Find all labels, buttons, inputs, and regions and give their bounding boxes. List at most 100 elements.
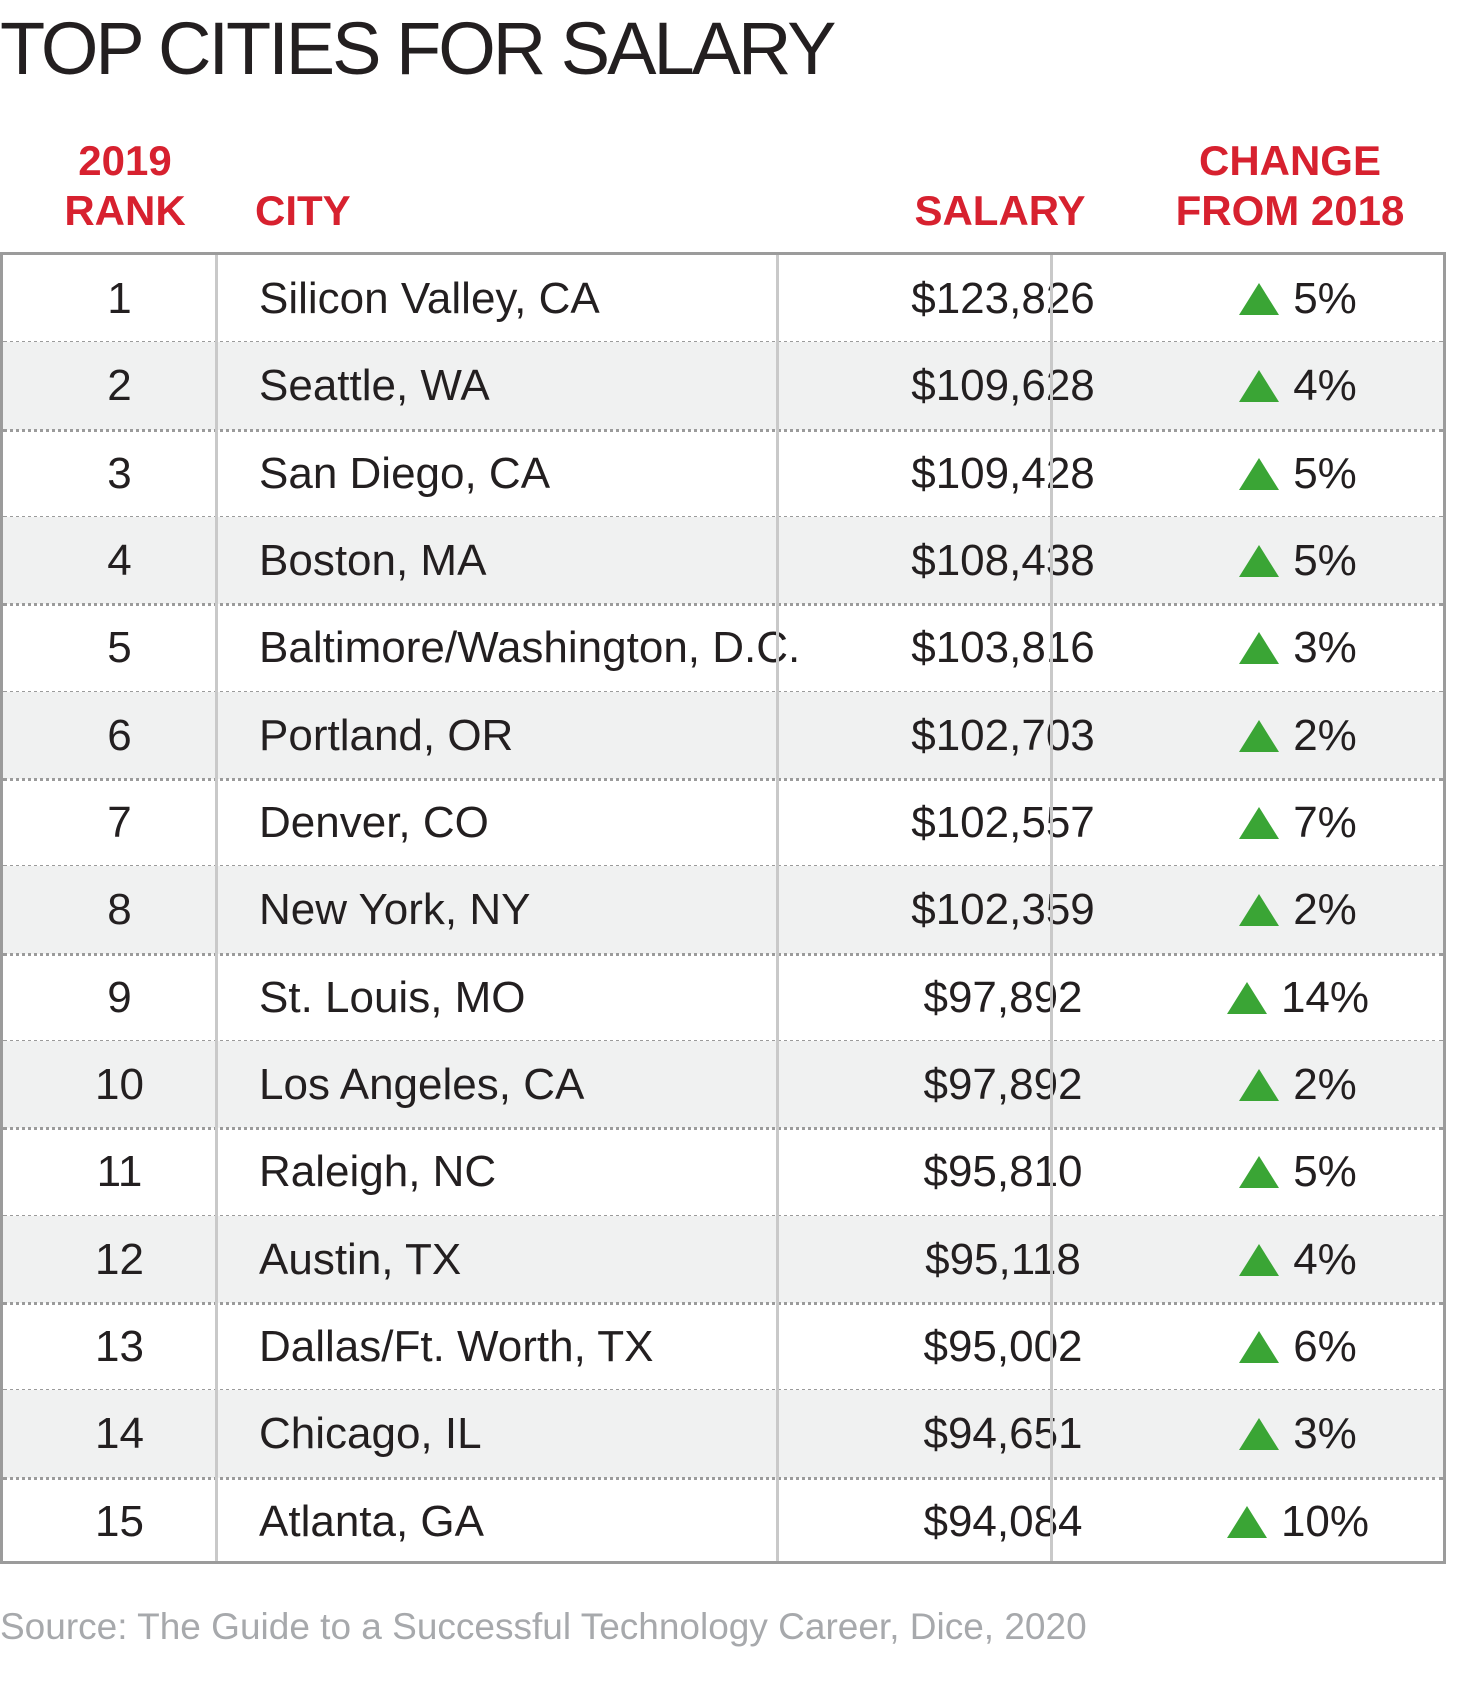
- table-row: 1 Silicon Valley, CA $123,826 5%: [3, 255, 1443, 345]
- column-header-change: CHANGE FROM 2018: [1150, 136, 1430, 236]
- city-cell: San Diego, CA: [259, 448, 551, 498]
- page-title: TOP CITIES FOR SALARY: [0, 7, 836, 90]
- column-header-rank-line2: RANK: [64, 187, 186, 234]
- up-triangle-icon: [1239, 1068, 1280, 1101]
- change-cell: 2%: [1153, 692, 1443, 779]
- change-value: 2%: [1293, 710, 1357, 760]
- rank-cell: 14: [95, 1409, 144, 1459]
- city-cell: St. Louis, MO: [259, 972, 526, 1022]
- change-value: 3%: [1293, 623, 1357, 673]
- change-value: 5%: [1293, 1147, 1357, 1197]
- city-cell: Austin, TX: [259, 1234, 462, 1284]
- row-divider: [3, 1476, 1443, 1480]
- table-row: 10 Los Angeles, CA $97,892 2%: [3, 1040, 1443, 1131]
- rank-cell: 11: [96, 1147, 143, 1197]
- change-cell: 4%: [1153, 1216, 1443, 1303]
- salary-cell: $108,438: [911, 535, 1095, 585]
- city-cell: Denver, CO: [259, 797, 489, 847]
- rank-cell: 13: [95, 1321, 144, 1371]
- table-row: 2 Seattle, WA $109,628 4%: [3, 342, 1443, 432]
- city-cell: Atlanta, GA: [259, 1496, 485, 1546]
- salary-cell: $102,703: [911, 710, 1095, 760]
- rank-cell: 6: [107, 710, 132, 760]
- salary-cell: $109,428: [911, 448, 1095, 498]
- change-cell: 3%: [1153, 1390, 1443, 1477]
- up-triangle-icon: [1239, 806, 1280, 839]
- change-cell: 4%: [1153, 342, 1443, 429]
- salary-cell: $103,816: [911, 623, 1095, 673]
- salary-cell: $102,359: [911, 885, 1095, 935]
- change-cell: 6%: [1153, 1303, 1443, 1390]
- change-cell: 14%: [1153, 954, 1443, 1041]
- up-triangle-icon: [1239, 283, 1280, 315]
- rank-cell: 5: [107, 623, 132, 673]
- city-cell: Raleigh, NC: [259, 1147, 497, 1197]
- city-cell: Los Angeles, CA: [259, 1059, 585, 1109]
- change-value: 5%: [1293, 274, 1357, 323]
- rank-cell: 4: [107, 535, 132, 585]
- row-divider: [3, 777, 1443, 781]
- column-divider: [215, 255, 218, 1561]
- change-cell: 7%: [1153, 779, 1443, 866]
- table-row: 9 St. Louis, MO $97,892 14%: [3, 954, 1443, 1043]
- rank-cell: 8: [107, 885, 132, 935]
- salary-cell: $95,002: [923, 1321, 1083, 1371]
- city-cell: Silicon Valley, CA: [259, 274, 600, 323]
- column-header-rank-line1: 2019: [78, 137, 172, 184]
- column-header-rank: 2019 RANK: [30, 136, 220, 236]
- up-triangle-icon: [1239, 1243, 1280, 1276]
- change-value: 3%: [1293, 1409, 1357, 1459]
- row-divider: [3, 1301, 1443, 1305]
- up-triangle-icon: [1239, 1330, 1280, 1363]
- city-cell: Baltimore/Washington, D.C.: [259, 623, 801, 673]
- city-cell: Portland, OR: [259, 710, 514, 760]
- row-divider: [3, 952, 1443, 956]
- row-divider: [3, 428, 1443, 432]
- salary-cell: $97,892: [923, 1059, 1083, 1109]
- change-value: 4%: [1293, 361, 1357, 411]
- row-divider: [3, 603, 1443, 607]
- change-value: 5%: [1293, 535, 1357, 585]
- table-row: 15 Atlanta, GA $94,084 10%: [3, 1478, 1443, 1565]
- change-value: 2%: [1293, 885, 1357, 935]
- column-header-city: CITY: [255, 187, 351, 234]
- change-cell: 2%: [1153, 866, 1443, 953]
- source-note: Source: The Guide to a Successful Techno…: [0, 1606, 1087, 1647]
- change-cell: 5%: [1153, 517, 1443, 604]
- up-triangle-icon: [1226, 1505, 1267, 1538]
- up-triangle-icon: [1239, 1418, 1280, 1451]
- salary-cell: $95,118: [925, 1234, 1081, 1284]
- table-row: 12 Austin, TX $95,118 4%: [3, 1215, 1443, 1305]
- change-cell: 2%: [1153, 1041, 1443, 1128]
- table-row: 6 Portland, OR $102,703 2%: [3, 691, 1443, 781]
- table-row: 14 Chicago, IL $94,651 3%: [3, 1390, 1443, 1480]
- change-cell: 10%: [1153, 1478, 1443, 1565]
- row-divider: [3, 1127, 1443, 1131]
- table-row: 13 Dallas/Ft. Worth, TX $95,002 6%: [3, 1303, 1443, 1393]
- up-triangle-icon: [1239, 894, 1280, 927]
- change-value: 4%: [1293, 1234, 1357, 1284]
- rank-cell: 3: [107, 448, 132, 498]
- up-triangle-icon: [1226, 981, 1267, 1014]
- column-header-change-line2: FROM 2018: [1175, 187, 1405, 234]
- rank-cell: 15: [95, 1496, 144, 1546]
- table-row: 7 Denver, CO $102,557 7%: [3, 779, 1443, 869]
- change-value: 5%: [1293, 448, 1357, 498]
- city-cell: Chicago, IL: [259, 1409, 482, 1459]
- city-cell: Boston, MA: [259, 535, 487, 585]
- column-header-salary: SALARY: [914, 187, 1086, 234]
- change-cell: 3%: [1153, 604, 1443, 691]
- table-row: 4 Boston, MA $108,438 5%: [3, 516, 1443, 607]
- change-value: 10%: [1280, 1496, 1370, 1546]
- change-value: 6%: [1293, 1321, 1357, 1371]
- salary-cell: $102,557: [911, 797, 1095, 847]
- city-cell: Dallas/Ft. Worth, TX: [259, 1321, 654, 1371]
- up-triangle-icon: [1239, 1156, 1280, 1189]
- salary-cell: $97,892: [923, 972, 1083, 1022]
- up-triangle-icon: [1239, 457, 1280, 490]
- change-cell: 5%: [1153, 1128, 1443, 1215]
- column-divider: [1050, 255, 1053, 1561]
- column-header-change-line1: CHANGE: [1198, 137, 1381, 184]
- change-cell: 5%: [1153, 430, 1443, 517]
- salary-cell: $109,628: [911, 361, 1095, 411]
